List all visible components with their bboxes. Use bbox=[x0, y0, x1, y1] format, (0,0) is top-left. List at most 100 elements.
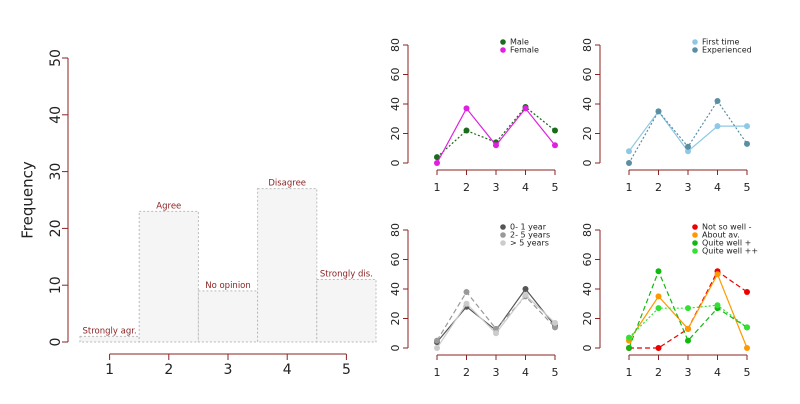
x-tick-label: 2 bbox=[655, 366, 662, 379]
data-point bbox=[714, 302, 721, 309]
bar-label: Disagree bbox=[268, 179, 306, 189]
y-tick-label: 80 bbox=[581, 223, 594, 237]
x-tick-label: 3 bbox=[224, 362, 233, 378]
y-tick-label: 40 bbox=[389, 97, 402, 111]
x-tick-label: 5 bbox=[552, 181, 559, 194]
x-tick-label: 5 bbox=[552, 366, 559, 379]
x-tick-label: 4 bbox=[522, 366, 529, 379]
x-tick-label: 2 bbox=[655, 181, 662, 194]
bar bbox=[257, 188, 318, 343]
legend-marker bbox=[500, 224, 506, 230]
y-tick-label: 50 bbox=[48, 49, 64, 67]
x-tick-label: 2 bbox=[164, 362, 173, 378]
data-point bbox=[463, 288, 470, 295]
y-tick-label: 80 bbox=[389, 223, 402, 237]
x-tick-label: 1 bbox=[626, 181, 633, 194]
y-tick-label: 0 bbox=[389, 345, 402, 352]
legend-marker bbox=[692, 232, 698, 238]
x-tick-label: 4 bbox=[522, 181, 529, 194]
data-point bbox=[655, 268, 662, 275]
data-point bbox=[434, 337, 440, 344]
legend-marker bbox=[692, 240, 698, 246]
legend-marker bbox=[500, 240, 506, 246]
x-tick-label: 5 bbox=[744, 181, 751, 194]
legend-label: Not so well - bbox=[702, 223, 752, 232]
legend-marker bbox=[500, 47, 506, 53]
x-tick-label: 3 bbox=[493, 181, 500, 194]
x-tick-label: 4 bbox=[714, 366, 721, 379]
data-point bbox=[685, 305, 691, 312]
data-point bbox=[655, 305, 662, 312]
data-point bbox=[463, 105, 470, 112]
y-tick-label: 30 bbox=[48, 163, 64, 181]
y-tick-label: 0 bbox=[581, 345, 594, 352]
legend-label: 0- 1 year bbox=[510, 223, 547, 232]
legend-label: Quite well ++ bbox=[702, 247, 758, 256]
x-tick-label: 1 bbox=[434, 366, 441, 379]
legend-label: 2- 5 years bbox=[510, 231, 550, 240]
y-tick-label: 20 bbox=[581, 312, 594, 326]
data-point bbox=[626, 345, 632, 351]
legend-label: Male bbox=[510, 38, 529, 47]
y-tick-label: 10 bbox=[48, 276, 64, 294]
legend-label: Female bbox=[510, 46, 539, 55]
data-point bbox=[552, 127, 558, 134]
x-tick-label: 3 bbox=[685, 181, 692, 194]
data-point bbox=[626, 160, 632, 166]
legend-marker bbox=[692, 248, 698, 254]
x-tick-label: 5 bbox=[342, 362, 351, 378]
data-point bbox=[714, 271, 721, 278]
data-point bbox=[655, 345, 662, 351]
y-tick-label: 60 bbox=[581, 68, 594, 82]
data-point bbox=[522, 286, 529, 292]
x-tick-label: 3 bbox=[493, 366, 500, 379]
bar-label: No opinion bbox=[205, 281, 251, 291]
x-tick-label: 2 bbox=[463, 366, 470, 379]
y-tick-label: 40 bbox=[581, 282, 594, 296]
y-tick-label: 20 bbox=[389, 127, 402, 141]
y-tick-label: 20 bbox=[48, 219, 64, 237]
bar-label: Strongly agr. bbox=[83, 326, 137, 336]
y-axis-title: Frequency bbox=[19, 161, 37, 239]
y-tick-label: 60 bbox=[581, 253, 594, 267]
x-tick-label: 5 bbox=[744, 366, 751, 379]
y-tick-label: 20 bbox=[581, 127, 594, 141]
series-line bbox=[628, 304, 748, 339]
data-point bbox=[552, 319, 558, 326]
x-tick-label: 1 bbox=[434, 181, 441, 194]
data-point bbox=[463, 127, 470, 134]
data-point bbox=[522, 291, 529, 298]
y-tick-label: 40 bbox=[48, 106, 64, 124]
bar-chart-panel: 0 10 20 30 40 50 Frequency Strongly agr. Agree No… bbox=[19, 49, 377, 378]
data-point bbox=[493, 330, 499, 337]
x-tick-label: 1 bbox=[105, 362, 114, 378]
legend-label: > 5 years bbox=[510, 239, 549, 248]
x-tick-label: 1 bbox=[626, 366, 633, 379]
data-point bbox=[655, 293, 662, 300]
data-point bbox=[463, 300, 470, 307]
data-point bbox=[552, 324, 558, 331]
data-point bbox=[744, 140, 750, 147]
data-point bbox=[685, 143, 691, 150]
data-point bbox=[626, 334, 632, 341]
y-tick-label: 0 bbox=[389, 160, 402, 167]
data-point bbox=[493, 142, 499, 149]
legend-marker bbox=[692, 39, 698, 45]
y-tick-label: 40 bbox=[581, 97, 594, 111]
legend-marker bbox=[692, 47, 698, 53]
legend-marker bbox=[692, 224, 698, 230]
bar-label: Agree bbox=[156, 201, 181, 211]
data-point bbox=[685, 148, 691, 155]
data-point bbox=[552, 142, 558, 149]
legend-label: Experienced bbox=[702, 46, 752, 55]
x-tick-label: 4 bbox=[283, 362, 292, 378]
y-tick-label: 60 bbox=[389, 253, 402, 267]
y-tick-label: 40 bbox=[389, 282, 402, 296]
bar bbox=[316, 279, 377, 343]
data-point bbox=[685, 337, 691, 344]
legend-marker bbox=[500, 39, 506, 45]
